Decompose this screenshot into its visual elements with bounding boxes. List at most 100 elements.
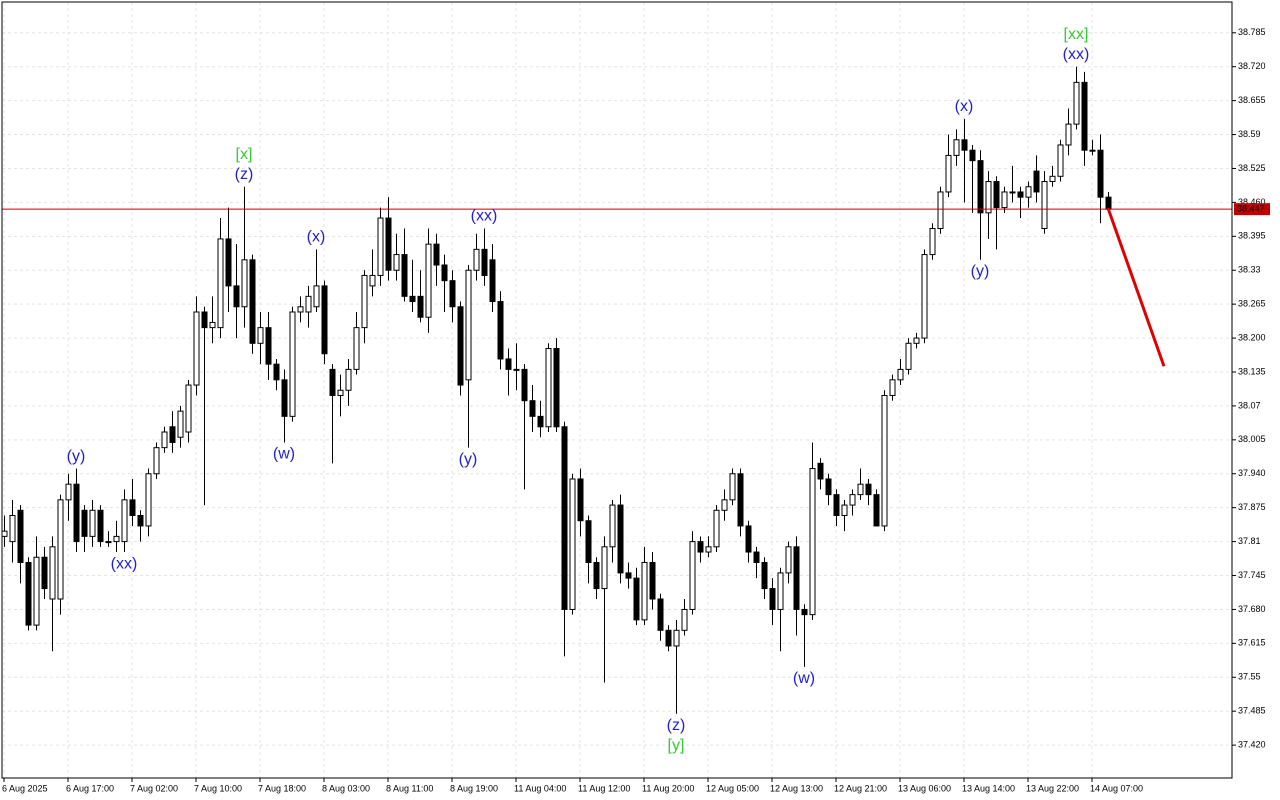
candle-body: [225, 238, 232, 287]
candle-body: [545, 348, 552, 428]
candle-body: [265, 327, 272, 365]
candle-body: [17, 509, 24, 563]
candle-body: [105, 541, 112, 544]
x-tick-label: 11 Aug 04:00: [514, 783, 566, 793]
axes: 38.785 38.720 38.655 38.59 38.525 38.460 38.39…: [2, 27, 1270, 793]
candle-body: [449, 280, 456, 308]
y-tick-label: 38.200: [1238, 332, 1266, 342]
candle-body: [913, 337, 920, 344]
candle-body: [889, 379, 896, 396]
candle-body: [1017, 191, 1024, 198]
candle-body: [409, 295, 416, 303]
candle-body: [305, 295, 312, 313]
wave-label: (x): [307, 229, 326, 246]
candle-body: [817, 462, 824, 480]
candle-body: [849, 494, 856, 506]
y-tick-label: 38.655: [1238, 95, 1266, 105]
candle-body: [345, 368, 352, 391]
candle-body: [633, 577, 640, 621]
candle-body: [217, 238, 224, 329]
candle-body: [865, 483, 872, 496]
candle-body: [1025, 186, 1032, 198]
x-tick-label: 8 Aug 03:00: [322, 783, 370, 793]
candle-body: [193, 311, 200, 386]
candle-body: [1065, 123, 1072, 146]
y-tick-label: 38.785: [1238, 27, 1266, 37]
y-tick-label: 38.59: [1238, 129, 1261, 139]
wave-label: [y]: [668, 737, 685, 754]
y-tick-label: 37.81: [1238, 536, 1261, 546]
x-tick-label: 13 Aug 22:00: [1026, 783, 1079, 793]
wave-label: (z): [235, 166, 254, 183]
candle-body: [513, 368, 520, 371]
candle-body: [297, 306, 304, 313]
candle-body: [81, 509, 88, 537]
wave-label: (xx): [111, 555, 138, 572]
y-tick-label: 37.55: [1238, 672, 1261, 682]
candle-body: [905, 342, 912, 370]
candle-body: [393, 254, 400, 271]
candle-body: [969, 149, 976, 162]
y-tick-label: 37.745: [1238, 570, 1266, 580]
y-tick-label: 38.720: [1238, 61, 1266, 71]
candle-body: [441, 264, 448, 282]
candle-body: [233, 285, 240, 308]
y-tick-label: 38.07: [1238, 400, 1261, 410]
candle-body: [929, 227, 936, 256]
candle-body: [921, 254, 928, 339]
wave-label: [xx]: [1064, 26, 1089, 43]
candle-body: [713, 509, 720, 548]
candle-body: [561, 426, 568, 610]
candle-body: [801, 608, 808, 616]
candle-body: [129, 499, 136, 517]
candle-body: [873, 494, 880, 527]
x-tick-label: 6 Aug 2025: [2, 783, 48, 793]
candle-body: [977, 160, 984, 214]
candle-body: [569, 478, 576, 610]
candle-body: [401, 254, 408, 297]
candle-body: [281, 379, 288, 417]
current-price-box: [1234, 203, 1270, 216]
candle-body: [361, 274, 368, 329]
wave-label: (y): [459, 451, 478, 468]
candle-body: [785, 546, 792, 574]
candle-body: [89, 509, 96, 537]
wave-label: (w): [793, 670, 815, 687]
candle-body: [881, 394, 888, 527]
candle-body: [961, 139, 968, 151]
candle-body: [601, 546, 608, 590]
candle-body: [25, 561, 32, 626]
candle-body: [169, 426, 176, 443]
candle-body: [321, 285, 328, 355]
candle-body: [585, 520, 592, 563]
candle-body: [953, 139, 960, 156]
candle-body: [841, 504, 848, 517]
candle-body: [41, 556, 48, 590]
y-tick-label: 38.265: [1238, 299, 1266, 309]
y-tick-label: 38.460: [1238, 197, 1266, 207]
candle-body: [65, 483, 72, 501]
x-tick-label: 14 Aug 07:00: [1090, 783, 1143, 793]
wave-label: (y): [971, 263, 990, 280]
candle-body: [57, 499, 64, 600]
wave-label: (w): [273, 446, 295, 463]
candle-body: [33, 556, 40, 626]
candle-body: [161, 431, 168, 449]
candle-body: [1, 530, 8, 537]
x-tick-label: 12 Aug 13:00: [770, 783, 823, 793]
candle-body: [377, 217, 384, 276]
candle-body: [209, 321, 216, 329]
candle-body: [273, 363, 280, 381]
candle-body: [697, 541, 704, 553]
candle-body: [497, 301, 504, 360]
candle-body: [521, 368, 528, 402]
candle-body: [705, 546, 712, 553]
candle-body: [385, 217, 392, 271]
candle-body: [769, 588, 776, 610]
candle-body: [825, 478, 832, 496]
candle-body: [1097, 149, 1104, 198]
candle-body: [121, 499, 128, 543]
candle-body: [729, 473, 736, 501]
candle-body: [417, 295, 424, 318]
